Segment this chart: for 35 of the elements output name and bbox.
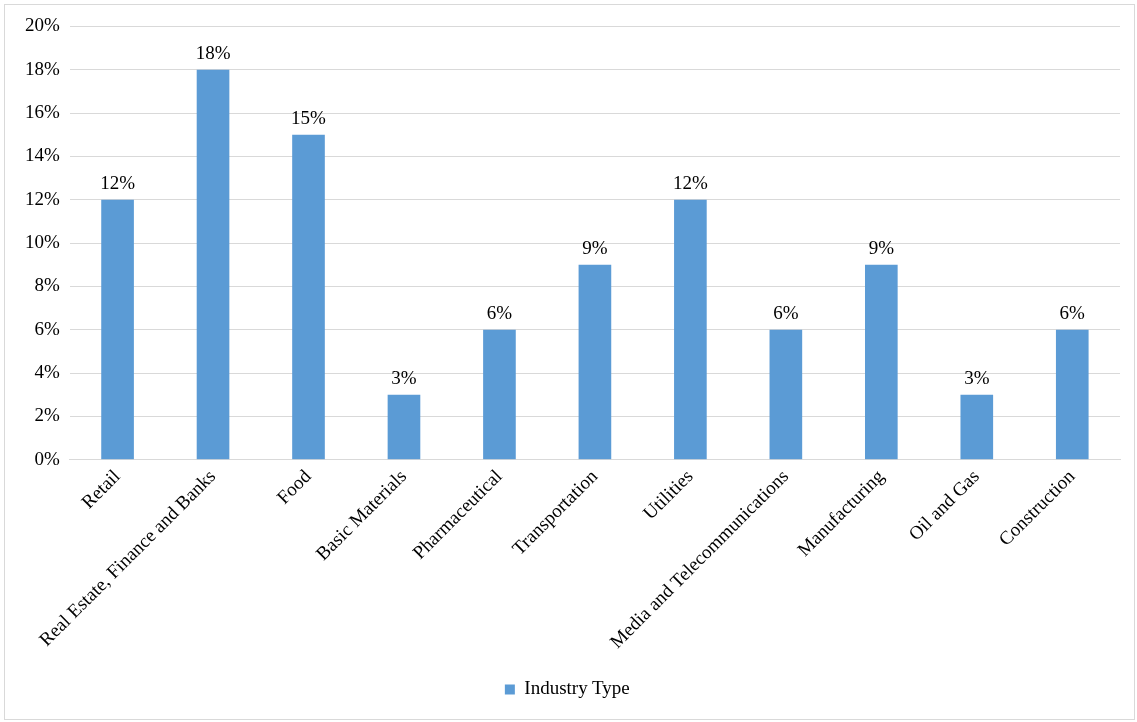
y-tick-label: 0% [34, 447, 60, 469]
y-tick-label: 12% [25, 187, 60, 209]
legend-label: Industry Type [524, 677, 630, 699]
bar [865, 264, 898, 460]
bar [960, 394, 994, 460]
y-tick-label: 8% [34, 274, 60, 296]
data-label: 9% [582, 237, 608, 259]
bar [292, 134, 325, 460]
bar [483, 329, 516, 460]
y-tick-label: 2% [34, 404, 60, 426]
bar [196, 69, 230, 460]
y-tick-label: 16% [25, 101, 60, 123]
y-tick-label: 18% [25, 57, 60, 79]
data-label: 6% [1059, 302, 1086, 324]
y-tick-label: 14% [25, 144, 60, 166]
y-tick-label: 20% [25, 14, 60, 36]
data-label: 18% [195, 42, 231, 64]
data-label: 6% [773, 302, 799, 324]
data-label: 12% [672, 172, 708, 194]
data-label: 3% [391, 367, 417, 389]
y-tick-label: 10% [25, 231, 60, 253]
y-tick-label: 6% [34, 317, 60, 339]
y-tick-label: 4% [34, 361, 60, 383]
bar [387, 394, 421, 460]
data-label: 3% [964, 367, 990, 389]
bar [674, 199, 707, 460]
bar [578, 264, 612, 460]
data-label: 9% [868, 237, 895, 259]
bar [769, 329, 803, 460]
data-label: 15% [291, 107, 327, 129]
bar [1055, 329, 1089, 460]
x-tick-label: Oil and Gas [904, 465, 984, 545]
bar [101, 199, 134, 460]
data-label: 6% [486, 302, 513, 324]
data-label: 12% [100, 172, 136, 194]
